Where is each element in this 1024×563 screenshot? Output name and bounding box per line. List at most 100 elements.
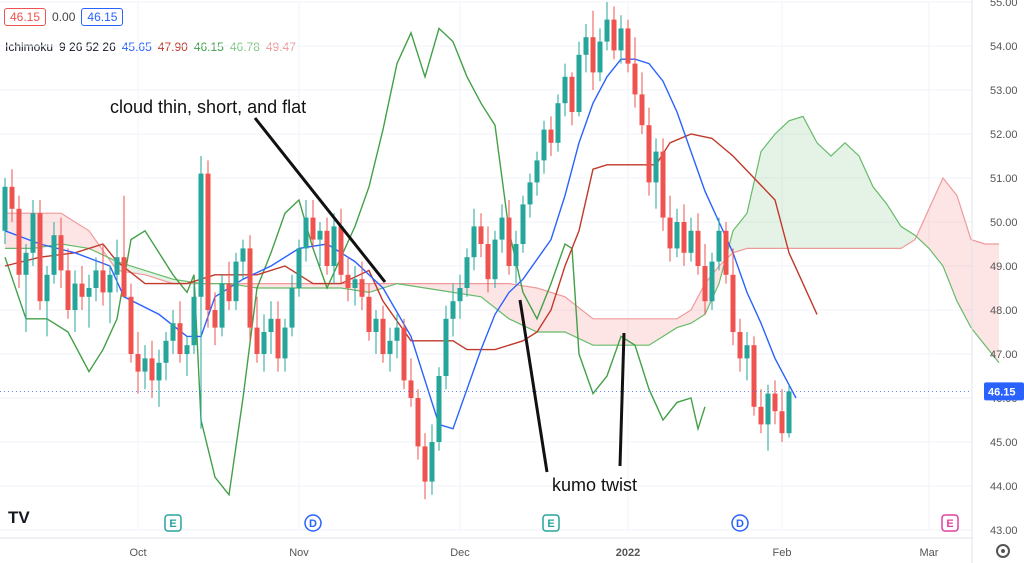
candle-down [408,380,414,398]
cloud-segment-red [925,208,929,249]
cloud-segment-red [509,283,513,321]
candle-down [401,327,407,381]
event-marker-dividend[interactable]: D [304,514,322,532]
cloud-segment-red [302,283,306,288]
twist-note: kumo twist [552,475,637,495]
cloud-segment-red [659,318,663,339]
candle-up [51,235,57,275]
candle-up [394,327,400,341]
cloud-segment-red [271,283,275,288]
cloud-segment-red [957,195,961,308]
cloud-segment-green [803,116,807,249]
candle-up [23,252,29,275]
candle-down [247,248,253,328]
candle-up [618,28,624,51]
tradingview-logo[interactable]: TV [6,506,36,527]
price-axis[interactable]: 55.00 54.00 53.00 52.00 51.00 50.00 49.00 48.00… [971,0,1024,563]
candle-down [338,226,344,275]
candle-down [758,406,764,425]
cloud-segment-green [838,146,842,249]
candle-down [415,398,421,447]
cloud-segment-red [537,288,541,332]
candle-up [373,318,379,332]
price-tick-label: 47.00 [990,349,1018,361]
cloud-segment-red [582,310,586,342]
cloud-segment-green [736,222,740,252]
event-marker-earnings[interactable]: E [542,514,560,532]
candle-up [597,41,603,73]
cloud-segment-red [607,318,611,346]
candle-down [79,283,85,297]
candle-down [345,274,351,288]
candle-down [205,173,211,310]
cloud-segment-red [960,206,964,315]
cloud-segment-red [932,193,936,258]
cloud-segment-green [134,267,138,274]
cloud-note-arrow [253,117,387,283]
time-axis[interactable]: OctNovDec2022FebMarApr [0,537,1024,559]
indicator-legend[interactable]: Ichimoku 9 26 52 26 45.65 47.90 46.15 46… [5,40,296,54]
cloud-segment-red [341,283,345,289]
candle-up [653,151,659,183]
cloud-segment-red [516,284,520,324]
cloud-segment-red [64,215,68,246]
cloud-segment-green [757,151,761,249]
candle-down [65,270,71,310]
settings-icon[interactable] [996,544,1010,558]
cloud-segment-red [75,222,79,247]
cloud-segment-red [981,242,985,346]
cloud-segment-red [484,283,488,303]
candle-down [16,208,22,275]
last-price-badge-2: 46.15 [81,8,124,26]
cloud-segment-green [845,142,849,249]
candle-down [212,310,218,328]
cloud-segment-red [8,213,12,249]
candle-up [282,327,288,359]
cloud-segment-red [288,283,292,288]
cloud-segment-red [631,318,635,346]
cloud-segment-red [593,318,597,346]
candle-down [751,345,757,407]
event-marker-earnings-upcoming[interactable]: E [941,514,959,532]
candle-up [198,173,204,297]
candle-up [520,204,526,244]
cloud-segment-red [589,316,593,346]
cloud-segment-green [750,182,754,249]
cloud-segment-red [943,178,947,275]
cloud-segment-red [439,283,443,291]
candle-up [786,391,792,434]
cloud-segment-green [761,147,765,249]
candle-up [716,230,722,262]
lead2-value: 49.47 [265,40,296,54]
cloud-segment-red [638,318,642,346]
cloud-segment-red [474,283,478,297]
conversion-value: 45.65 [121,40,152,54]
price-tick-label: 51.00 [990,173,1018,185]
candle-up [44,274,50,302]
cloud-segment-red [313,283,317,288]
candle-down [254,327,260,354]
cloud-segment-red [953,191,957,302]
cloud-segment-green [775,130,779,249]
price-tick-label: 53.00 [990,85,1018,97]
cloud-segment-green [841,142,845,249]
last-price-tag [984,382,1024,401]
cloud-segment-red [68,217,72,246]
cloud-segment-red [12,213,16,249]
cloud-segment-red [558,294,562,332]
cloud-segment-green [782,124,786,249]
event-marker-dividend[interactable]: D [731,514,749,532]
price-tick-label: 48.00 [990,305,1018,317]
price-change: 0.00 [52,10,76,24]
candle-up [436,376,442,442]
indicator-name: Ichimoku [5,40,54,54]
candle-up [429,442,435,482]
event-marker-earnings[interactable]: E [164,514,182,532]
cloud-segment-red [533,287,537,332]
candle-up [450,301,456,319]
cloud-segment-red [285,283,289,288]
cloud-segment-green [768,138,772,249]
cloud-segment-red [684,312,688,326]
